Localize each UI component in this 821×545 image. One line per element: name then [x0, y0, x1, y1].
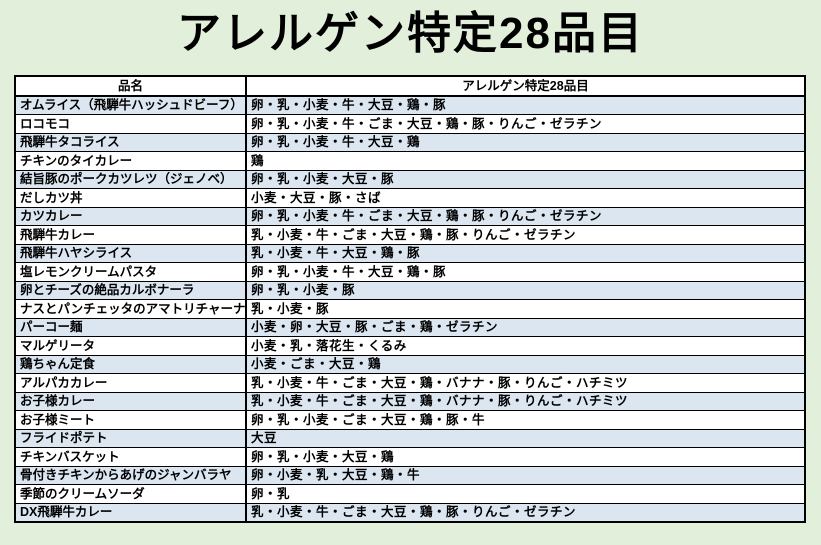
product-name-cell: カツカレー [14, 206, 247, 226]
allergen-cell: 卵・乳・小麦・牛・大豆・鶏 [245, 132, 806, 152]
product-name-cell: オムライス（飛騨牛ハッシュドビーフ） [14, 95, 247, 115]
allergen-cell: 鶏 [245, 151, 806, 171]
header-row: 品名 アレルゲン特定28品目 [14, 75, 806, 97]
table-row: お子様カレー 乳・小麦・牛・ごま・大豆・鶏・バナナ・豚・りんご・ハチミツ [14, 391, 806, 411]
table-row: 飛騨牛カレー 乳・小麦・牛・ごま・大豆・鶏・豚・りんご・ゼラチン [14, 225, 806, 245]
product-name-cell: 季節のクリームソーダ [14, 484, 247, 504]
product-name-cell: 骨付きチキンからあげのジャンバラヤ [14, 465, 247, 485]
table-row: 塩レモンクリームパスタ 卵・乳・小麦・牛・大豆・鶏・豚 [14, 262, 806, 282]
allergen-cell: 卵・乳・小麦・大豆・鶏 [245, 447, 806, 467]
table-row: 飛騨牛タコライス 卵・乳・小麦・牛・大豆・鶏 [14, 132, 806, 152]
allergen-cell: 乳・小麦・牛・ごま・大豆・鶏・豚・りんご・ゼラチン [245, 225, 806, 245]
product-name-cell: チキンバスケット [14, 447, 247, 467]
table-row: 結旨豚のポークカツレツ（ジェノベ） 卵・乳・小麦・大豆・豚 [14, 169, 806, 189]
product-name-cell: 塩レモンクリームパスタ [14, 262, 247, 282]
product-name-cell: 結旨豚のポークカツレツ（ジェノベ） [14, 169, 247, 189]
allergen-cell: 卵・小麦・乳・大豆・鶏・牛 [245, 465, 806, 485]
allergen-cell: 小麦・大豆・豚・さば [245, 188, 806, 208]
allergen-cell: 大豆 [245, 428, 806, 448]
product-name-cell: チキンのタイカレー [14, 151, 247, 171]
table-row: フライドポテト 大豆 [14, 428, 806, 448]
allergen-cell: 乳・小麦・牛・大豆・鶏・豚 [245, 243, 806, 263]
allergen-cell: 乳・小麦・牛・ごま・大豆・鶏・豚・りんご・ゼラチン [245, 502, 806, 523]
allergen-cell: 小麦・ごま・大豆・鶏 [245, 354, 806, 374]
allergen-cell: 小麦・乳・落花生・くるみ [245, 336, 806, 356]
product-name-cell: ロコモコ [14, 114, 247, 134]
product-name-cell: 鶏ちゃん定食 [14, 354, 247, 374]
product-name-cell: お子様カレー [14, 391, 247, 411]
table-row: 骨付きチキンからあげのジャンバラヤ 卵・小麦・乳・大豆・鶏・牛 [14, 465, 806, 485]
allergen-cell: 乳・小麦・豚 [245, 299, 806, 319]
allergen-cell: 卵・乳・小麦・ごま・大豆・鶏・豚・牛 [245, 410, 806, 430]
table-row: 季節のクリームソーダ 卵・乳 [14, 484, 806, 504]
product-name-cell: だしカツ丼 [14, 188, 247, 208]
table-row: オムライス（飛騨牛ハッシュドビーフ） 卵・乳・小麦・牛・大豆・鶏・豚 [14, 95, 806, 115]
table-row: マルゲリータ 小麦・乳・落花生・くるみ [14, 336, 806, 356]
header-product-name: 品名 [14, 75, 247, 97]
table-row: DX飛騨牛カレー 乳・小麦・牛・ごま・大豆・鶏・豚・りんご・ゼラチン [14, 502, 806, 523]
table-row: パーコー麺 小麦・卵・大豆・豚・ごま・鶏・ゼラチン [14, 317, 806, 337]
table-row: チキンのタイカレー鶏 [14, 151, 806, 171]
table-row: ロコモコ 卵・乳・小麦・牛・ごま・大豆・鶏・豚・りんご・ゼラチン [14, 114, 806, 134]
table-row: カツカレー 卵・乳・小麦・牛・ごま・大豆・鶏・豚・りんご・ゼラチン [14, 206, 806, 226]
header-allergen-list: アレルゲン特定28品目 [245, 75, 806, 97]
product-name-cell: アルパカカレー [14, 373, 247, 393]
table-row: 卵とチーズの絶品カルボナーラ 卵・乳・小麦・豚 [14, 280, 806, 300]
product-name-cell: 飛騨牛カレー [14, 225, 247, 245]
product-name-cell: お子様ミート [14, 410, 247, 430]
product-name-cell: 卵とチーズの絶品カルボナーラ [14, 280, 247, 300]
table-row: 鶏ちゃん定食 小麦・ごま・大豆・鶏 [14, 354, 806, 374]
table-header: 品名 アレルゲン特定28品目 [14, 75, 806, 97]
allergen-cell: 卵・乳・小麦・牛・ごま・大豆・鶏・豚・りんご・ゼラチン [245, 206, 806, 226]
product-name-cell: DX飛騨牛カレー [14, 502, 247, 523]
table-body: オムライス（飛騨牛ハッシュドビーフ） 卵・乳・小麦・牛・大豆・鶏・豚 ロコモコ 卵・乳… [14, 95, 806, 523]
table-row: だしカツ丼 小麦・大豆・豚・さば [14, 188, 806, 208]
allergen-cell: 乳・小麦・牛・ごま・大豆・鶏・バナナ・豚・りんご・ハチミツ [245, 373, 806, 393]
allergen-cell: 卵・乳・小麦・牛・ごま・大豆・鶏・豚・りんご・ゼラチン [245, 114, 806, 134]
table-row: ナスとパンチェッタのアマトリチャーナ 乳・小麦・豚 [14, 299, 806, 319]
allergen-cell: 卵・乳 [245, 484, 806, 504]
product-name-cell: ナスとパンチェッタのアマトリチャーナ [14, 299, 247, 319]
allergen-cell: 乳・小麦・牛・ごま・大豆・鶏・バナナ・豚・りんご・ハチミツ [245, 391, 806, 411]
product-name-cell: フライドポテト [14, 428, 247, 448]
allergen-cell: 卵・乳・小麦・豚 [245, 280, 806, 300]
table-row: お子様ミート 卵・乳・小麦・ごま・大豆・鶏・豚・牛 [14, 410, 806, 430]
product-name-cell: パーコー麺 [14, 317, 247, 337]
table-row: チキンバスケット 卵・乳・小麦・大豆・鶏 [14, 447, 806, 467]
product-name-cell: 飛騨牛ハヤシライス [14, 243, 247, 263]
page-title: アレルゲン特定28品目 [177, 9, 644, 58]
allergen-cell: 卵・乳・小麦・牛・大豆・鶏・豚 [245, 95, 806, 115]
table-row: 飛騨牛ハヤシライス 乳・小麦・牛・大豆・鶏・豚 [14, 243, 806, 263]
table-row: アルパカカレー 乳・小麦・牛・ごま・大豆・鶏・バナナ・豚・りんご・ハチミツ [14, 373, 806, 393]
allergen-cell: 卵・乳・小麦・大豆・豚 [245, 169, 806, 189]
allergen-table: 品名 アレルゲン特定28品目 オムライス（飛騨牛ハッシュドビーフ） 卵・乳・小麦・… [14, 75, 806, 523]
allergen-cell: 小麦・卵・大豆・豚・ごま・鶏・ゼラチン [245, 317, 806, 337]
product-name-cell: 飛騨牛タコライス [14, 132, 247, 152]
allergen-cell: 卵・乳・小麦・牛・大豆・鶏・豚 [245, 262, 806, 282]
product-name-cell: マルゲリータ [14, 336, 247, 356]
